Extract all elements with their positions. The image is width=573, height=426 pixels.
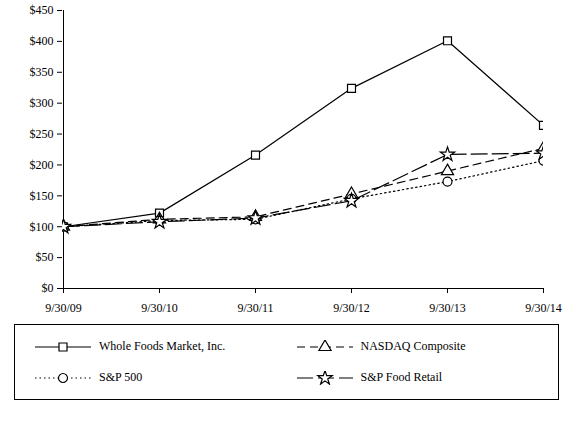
svg-text:9/30/09: 9/30/09 xyxy=(45,301,82,315)
svg-text:$150: $150 xyxy=(30,189,54,203)
svg-text:9/30/11: 9/30/11 xyxy=(237,301,273,315)
svg-text:$0: $0 xyxy=(42,281,54,295)
svg-text:$50: $50 xyxy=(36,250,54,264)
svg-text:$300: $300 xyxy=(30,96,54,110)
html-text:S&P 500: S&P 500 xyxy=(99,370,143,384)
svg-text:$200: $200 xyxy=(30,158,54,172)
svg-text:$100: $100 xyxy=(30,220,54,234)
svg-text:9/30/10: 9/30/10 xyxy=(141,301,178,315)
html-text:Whole Foods Market, Inc.: Whole Foods Market, Inc. xyxy=(99,339,226,353)
svg-text:$450: $450 xyxy=(30,3,54,17)
svg-text:9/30/13: 9/30/13 xyxy=(429,301,466,315)
svg-text:$250: $250 xyxy=(30,127,54,141)
svg-text:9/30/14: 9/30/14 xyxy=(525,301,562,315)
svg-text:$400: $400 xyxy=(30,34,54,48)
svg-text:9/30/12: 9/30/12 xyxy=(333,301,370,315)
svg-text:$350: $350 xyxy=(30,65,54,79)
html-text:NASDAQ Composite: NASDAQ Composite xyxy=(360,339,466,353)
html-text:S&P Food Retail: S&P Food Retail xyxy=(360,370,443,384)
